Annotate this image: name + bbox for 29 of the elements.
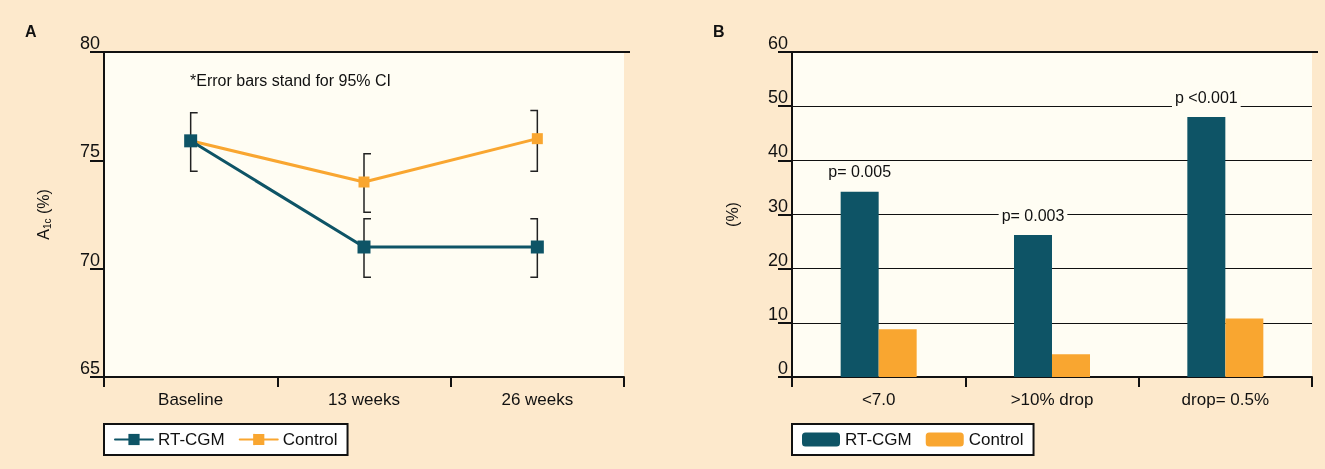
annotation: *Error bars stand for 95% CI (190, 71, 391, 89)
x-tick-label: 26 weeks (501, 390, 574, 409)
y-tick-label: 10 (767, 303, 788, 324)
chart-title: A (25, 22, 37, 40)
y-tick-label: 0 (777, 358, 788, 378)
y-tick-label: 50 (767, 87, 788, 108)
legend-label: RT-CGM (845, 430, 912, 449)
y-tick-label: 20 (767, 249, 788, 270)
chart-title: B (713, 22, 725, 40)
annotation: p= 0.005 (828, 163, 892, 181)
x-tick-label: Baseline (158, 390, 224, 409)
legend-label: RT-CGM (158, 430, 225, 449)
legend-label: Control (968, 430, 1024, 449)
x-tick-label: drop= 0.5% (1181, 390, 1270, 409)
y-tick-label: 60 (767, 33, 788, 53)
annotation: p <0.001 (1174, 88, 1238, 106)
x-tick-label: >10% drop (1010, 390, 1094, 409)
y-tick-label: 80 (79, 33, 100, 53)
y-axis-title: A1c (%) (34, 189, 53, 240)
y-tick-label: 75 (79, 141, 100, 162)
y-tick-label: 65 (79, 358, 100, 378)
legend-label: Control (282, 430, 338, 449)
x-tick-label: 13 weeks (328, 390, 400, 409)
y-tick-label: 40 (767, 141, 788, 162)
y-tick-label: 70 (79, 249, 100, 270)
annotation: p= 0.003 (1001, 206, 1065, 224)
y-axis-title: (%) (723, 202, 741, 227)
y-tick-label: 30 (767, 195, 788, 216)
x-tick-label: <7.0 (861, 390, 896, 409)
